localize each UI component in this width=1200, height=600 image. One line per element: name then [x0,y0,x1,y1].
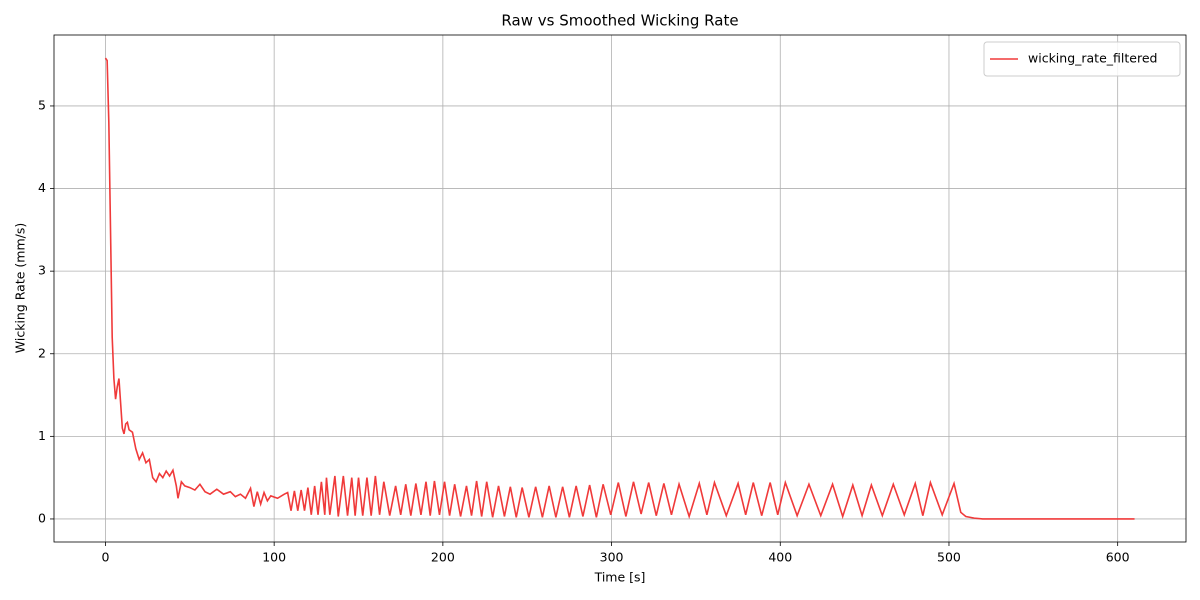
plot-frame [53,34,1187,543]
x-tick-label: 0 [101,550,109,565]
y-tick-label: 1 [38,428,46,443]
legend-box [983,41,1181,77]
x-tick-label: 400 [768,550,792,565]
x-tick-label: 300 [600,550,624,565]
y-tick-label: 5 [38,97,46,112]
y-tick-label: 3 [38,263,46,278]
x-tick-label: 500 [937,550,961,565]
data-line [104,57,1135,520]
y-axis-label: Wicking Rate (mm/s) [13,223,28,353]
y-tick-label: 4 [38,180,46,195]
y-tick-label: 0 [38,510,46,525]
x-tick-label: 600 [1106,550,1130,565]
x-tick-label: 100 [262,550,286,565]
legend-label: wicking_rate_filtered [1028,51,1157,66]
x-axis-label: Time [s] [594,570,646,585]
y-tick-label: 2 [38,345,46,360]
x-tick-label: 200 [431,550,455,565]
chart-title: Raw vs Smoothed Wicking Rate [501,12,738,30]
